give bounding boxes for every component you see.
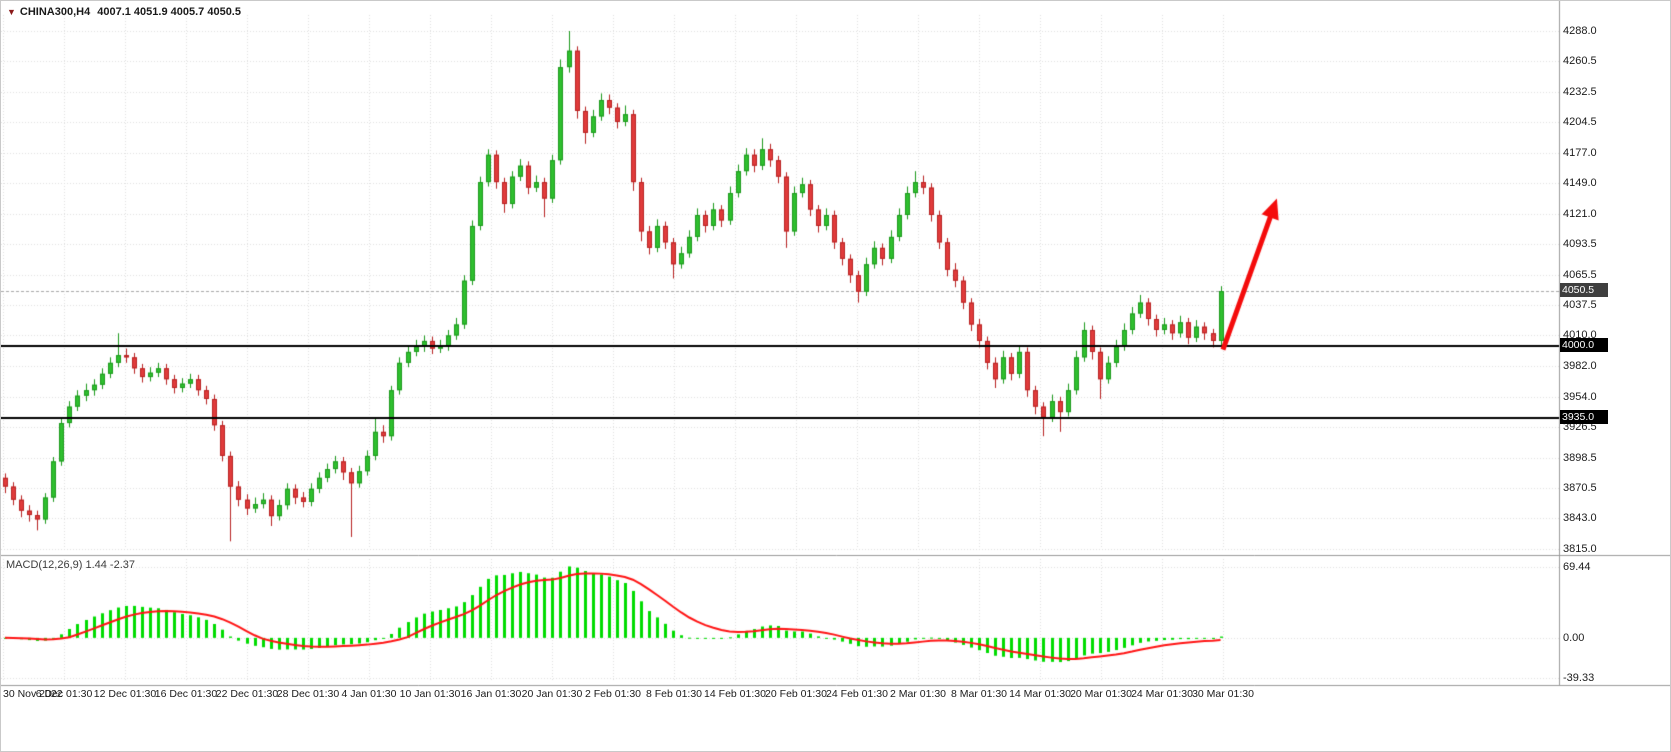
price-axis-label: 3982.0 <box>1563 360 1597 373</box>
time-axis-label: 20 Feb 01:30 <box>765 688 827 700</box>
time-axis-label: 30 Nov 2022 <box>3 688 63 700</box>
price-axis-label: 3815.0 <box>1563 543 1597 555</box>
symbol-header: ▼ CHINA300,H4 4007.1 4051.9 4005.7 4050.5 <box>7 6 241 18</box>
price-axis-label: 3843.0 <box>1563 512 1597 525</box>
hline-4000-badge: 4000.0 <box>1560 338 1608 353</box>
time-axis-label: 6 Dec 01:30 <box>35 688 93 700</box>
time-axis-label: 16 Jan 01:30 <box>460 688 522 700</box>
time-axis-label: 30 Mar 01:30 <box>1192 688 1254 700</box>
price-axis-label: 3898.5 <box>1563 451 1597 464</box>
time-axis-label: 28 Dec 01:30 <box>276 688 340 700</box>
time-axis-label: 10 Jan 01:30 <box>399 688 461 700</box>
price-axis-label: 3870.5 <box>1563 482 1597 495</box>
price-axis-label: 4093.5 <box>1563 238 1597 250</box>
time-axis-label: 24 Mar 01:30 <box>1131 688 1193 700</box>
price-axis-label: 4037.5 <box>1563 299 1597 312</box>
macd-axis-label: 0.00 <box>1563 631 1585 644</box>
price-axis-label: 4288.0 <box>1563 25 1597 37</box>
current-price-badge: 4050.5 <box>1560 283 1608 298</box>
hline-3935-badge-label: 3935.0 <box>1562 410 1595 423</box>
time-axis-label: 20 Mar 01:30 <box>1070 688 1132 700</box>
time-axis-label: 14 Feb 01:30 <box>704 688 766 700</box>
price-axis-label: 4232.5 <box>1563 85 1597 98</box>
price-axis-label: 4065.5 <box>1563 268 1597 281</box>
macd-indicator-label: MACD(12,26,9) 1.44 -2.37 <box>6 559 136 571</box>
price-axis-label: 4149.0 <box>1563 177 1597 190</box>
price-axis-label: 3954.0 <box>1563 390 1597 403</box>
time-axis-label: 24 Feb 01:30 <box>826 688 888 700</box>
hline-4000-badge-label: 4000.0 <box>1562 339 1595 352</box>
price-axis-label: 4177.0 <box>1563 146 1597 159</box>
time-axis-label: 2 Mar 01:30 <box>889 688 947 700</box>
price-axis-label: 4260.5 <box>1563 55 1597 68</box>
time-axis-label: 4 Jan 01:30 <box>341 688 397 700</box>
time-axis-label: 2 Feb 01:30 <box>584 688 642 700</box>
time-axis-label: 8 Mar 01:30 <box>950 688 1008 700</box>
time-axis-label: 12 Dec 01:30 <box>93 688 157 700</box>
hline-3935-badge: 3935.0 <box>1560 409 1608 424</box>
macd-axis-label: 69.44 <box>1563 561 1591 573</box>
price-axis-label: 4121.0 <box>1563 207 1597 220</box>
macd-axis-label: -39.33 <box>1563 672 1595 684</box>
price-axis-label: 4204.5 <box>1563 116 1597 129</box>
time-axis-label: 20 Jan 01:30 <box>521 688 583 700</box>
time-axis-label: 8 Feb 01:30 <box>645 688 703 700</box>
time-axis-label: 16 Dec 01:30 <box>154 688 218 700</box>
dropdown-triangle-icon[interactable]: ▼ <box>7 7 16 17</box>
time-axis-label: 22 Dec 01:30 <box>215 688 279 700</box>
symbol-name: CHINA300,H4 <box>19 6 91 18</box>
symbol-ohlc-values: 4007.1 4051.9 4005.7 4050.5 <box>97 6 241 18</box>
current-price-badge-label: 4050.5 <box>1562 284 1595 297</box>
price-axis-label: 3926.5 <box>1563 420 1597 433</box>
time-axis-label: 14 Mar 01:30 <box>1009 688 1071 700</box>
